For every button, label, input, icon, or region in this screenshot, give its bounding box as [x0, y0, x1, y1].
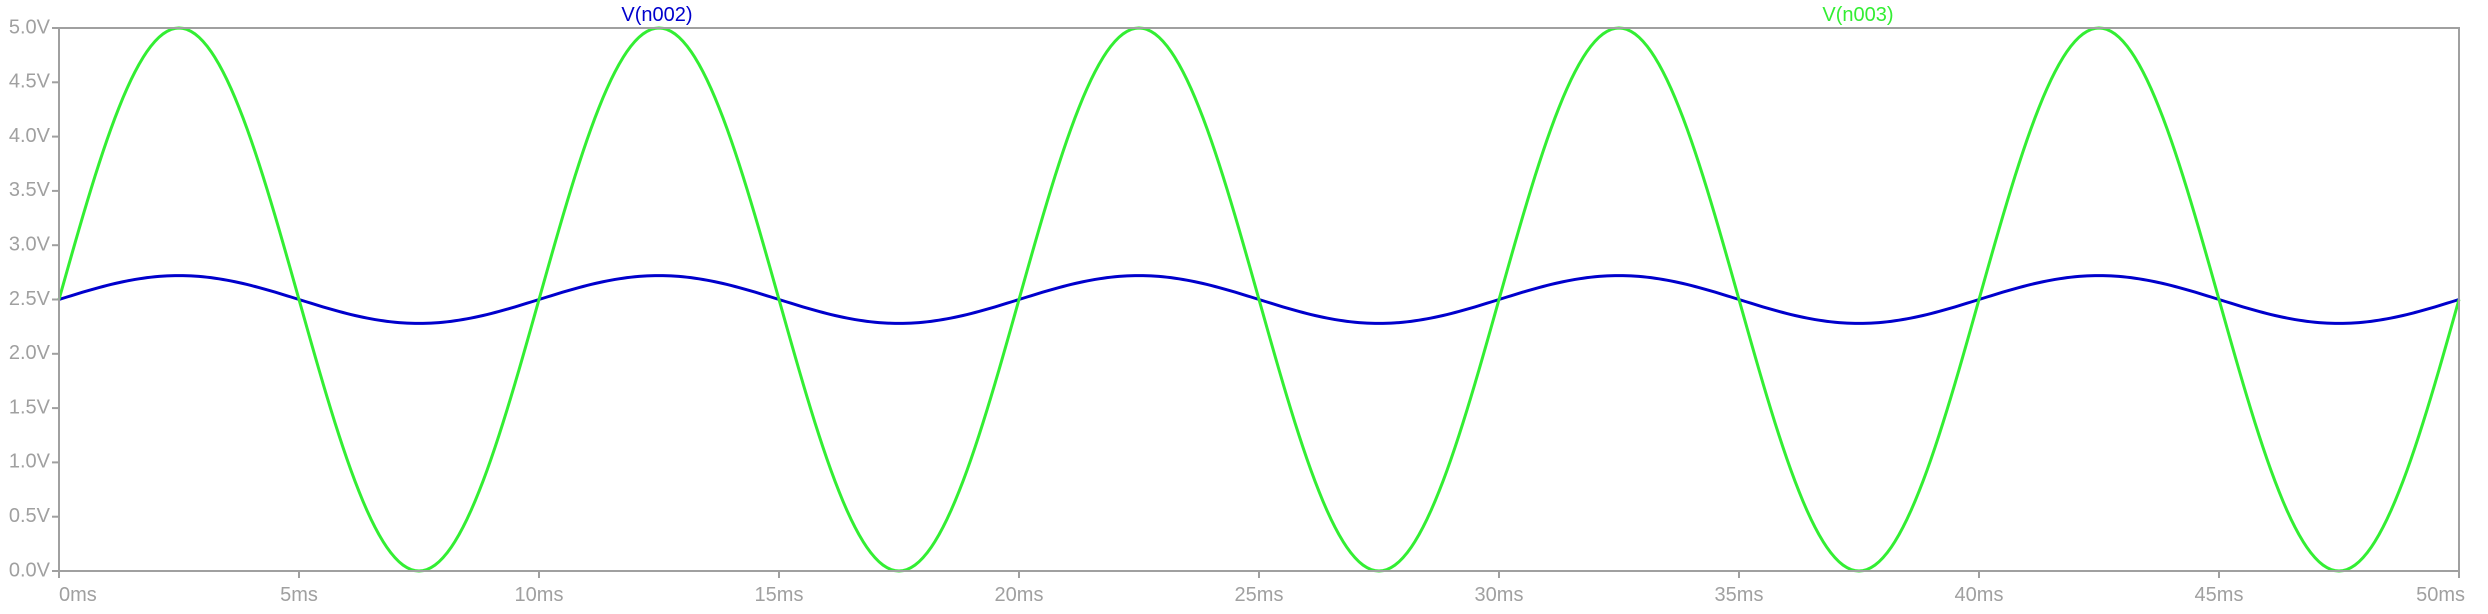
y-tick-label: 0.5V — [9, 505, 51, 527]
legend: V(n002) V(n003) — [621, 4, 1893, 26]
x-tick-label: 30ms — [1475, 584, 1524, 606]
x-tick-label: 0ms — [59, 584, 97, 606]
y-tick-label: 1.5V — [9, 396, 51, 418]
series-line-v-n003[interactable] — [57, 26, 2461, 573]
y-tick-label: 4.0V — [9, 125, 51, 147]
plot-frame — [58, 27, 2460, 572]
y-tick-label: 2.5V — [9, 288, 51, 310]
y-tick-label: 0.0V — [9, 559, 51, 581]
x-tick-label: 45ms — [2195, 584, 2244, 606]
y-tick-label: 4.5V — [9, 71, 51, 93]
y-axis: 0.0V 0.5V 1.0V 1.5V 2.0V 2.5V 3.0V 3.5V 4.0V 4.5V… — [9, 16, 59, 581]
y-tick-label: 2.0V — [9, 342, 51, 364]
y-tick-label: 3.5V — [9, 179, 51, 201]
x-tick-label: 5ms — [280, 584, 318, 606]
x-tick-label: 25ms — [1235, 584, 1284, 606]
x-tick-label: 20ms — [995, 584, 1044, 606]
x-tick-label: 10ms — [515, 584, 564, 606]
x-tick-label: 15ms — [755, 584, 804, 606]
legend-label-v-n003[interactable]: V(n003) — [1822, 4, 1893, 26]
x-axis: 0ms 5ms 10ms 15ms 20ms 25ms 30ms 35ms 40ms 45ms 50… — [58, 571, 2465, 606]
x-tick-label: 50ms — [2416, 584, 2465, 606]
x-tick-label: 35ms — [1715, 584, 1764, 606]
y-tick-label: 5.0V — [9, 16, 51, 38]
legend-label-v-n002[interactable]: V(n002) — [621, 4, 692, 26]
series-layer — [57, 26, 2461, 573]
x-tick-label: 40ms — [1955, 584, 2004, 606]
y-tick-label: 3.0V — [9, 233, 51, 255]
y-tick-label: 1.0V — [9, 451, 51, 473]
